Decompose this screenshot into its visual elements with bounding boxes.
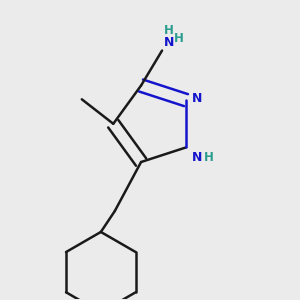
Text: H: H (203, 151, 213, 164)
Text: H: H (164, 24, 173, 37)
Text: H: H (174, 32, 184, 45)
Text: N: N (192, 151, 203, 164)
Text: N: N (164, 36, 174, 49)
Text: N: N (192, 92, 203, 105)
